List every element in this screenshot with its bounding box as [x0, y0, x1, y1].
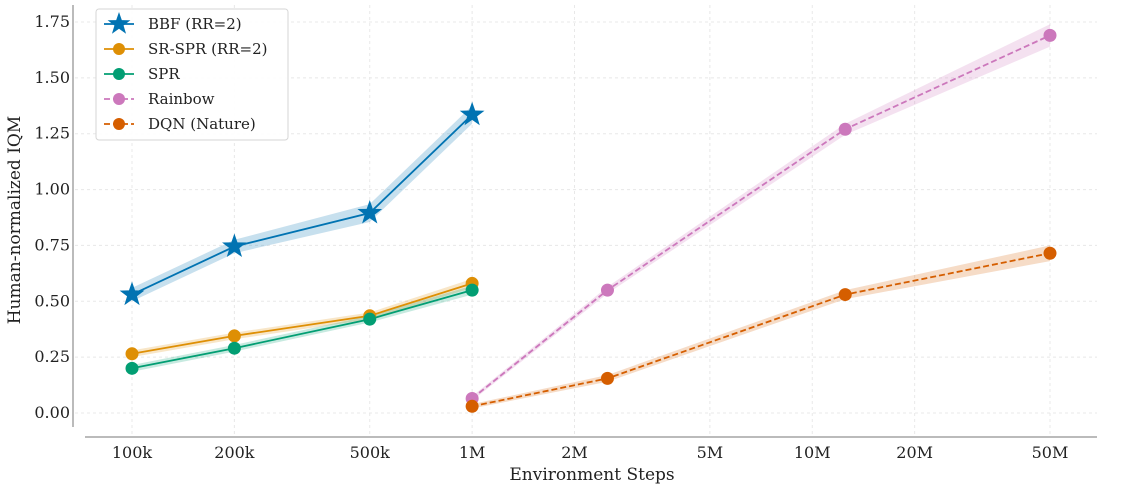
x-tick-label: 100k	[112, 443, 153, 462]
y-tick-label: 0.50	[34, 291, 70, 310]
x-tick-label: 20M	[896, 443, 933, 462]
legend-marker	[107, 12, 131, 34]
y-tick-label: 0.00	[34, 403, 70, 422]
y-tick-label: 1.00	[34, 180, 70, 199]
legend-item: Rainbow	[104, 90, 215, 108]
point-series-4	[838, 288, 852, 302]
legend-marker	[113, 43, 125, 55]
legend-item: BBF (RR=2)	[104, 12, 242, 34]
series-markers	[119, 28, 1057, 413]
point-series-1	[125, 347, 139, 361]
legend-label: Rainbow	[148, 90, 215, 108]
point-series-2	[465, 283, 479, 297]
y-tick-label: 1.75	[34, 12, 70, 31]
line-series-2	[131, 289, 473, 370]
y-tick-label: 1.50	[34, 68, 70, 87]
band-series-4	[472, 245, 1051, 409]
point-series-4	[1043, 246, 1057, 260]
point-series-2	[227, 341, 241, 355]
x-tick-label: 500k	[350, 443, 391, 462]
legend-label: DQN (Nature)	[148, 115, 256, 133]
legend-label: SR-SPR (RR=2)	[148, 40, 267, 58]
legend-label: BBF (RR=2)	[148, 15, 242, 33]
point-series-1	[227, 329, 241, 343]
point-series-0	[119, 281, 145, 306]
point-series-0	[357, 200, 383, 224]
point-series-2	[125, 361, 139, 375]
legend-item: DQN (Nature)	[104, 115, 256, 133]
legend-marker	[113, 118, 125, 130]
legend-item: SR-SPR (RR=2)	[104, 40, 267, 58]
point-series-2	[363, 312, 377, 326]
point-series-3	[600, 283, 614, 297]
x-tick-label: 50M	[1032, 443, 1069, 462]
line-series-3	[471, 34, 1051, 400]
legend-item: SPR	[104, 65, 180, 83]
y-axis-title: Human-normalized IQM	[5, 116, 25, 325]
line-series-0	[131, 114, 473, 296]
legend-marker	[113, 93, 125, 105]
legend-box	[95, 8, 289, 141]
point-series-0	[222, 233, 247, 258]
x-tick-label: 10M	[794, 443, 831, 462]
band-series-2	[132, 285, 473, 372]
legend-label: SPR	[148, 65, 180, 83]
y-tick-label: 1.25	[34, 124, 70, 143]
x-tick-label: 1M	[459, 443, 486, 462]
grid	[75, 5, 1097, 438]
x-tick-label: 200k	[214, 443, 255, 462]
axes: 0.00 0.25 0.50 0.75 1.00 1.25 1.50 1.75 100k 200k…	[5, 5, 1097, 485]
legend: BBF (RR=2) SR-SPR (RR=2) SPR Rainbow DQN (Na…	[95, 8, 289, 141]
band-series-0	[132, 105, 473, 302]
x-tick-label: 5M	[697, 443, 724, 462]
y-tick-label: 0.75	[34, 235, 70, 254]
x-axis-title: Environment Steps	[509, 465, 674, 485]
line-series-4	[471, 252, 1051, 408]
line-series-1	[131, 282, 473, 355]
legend-marker	[113, 68, 125, 80]
x-tick-label: 2M	[561, 443, 588, 462]
point-series-3	[838, 122, 852, 136]
point-series-4	[465, 399, 479, 413]
point-series-4	[600, 371, 614, 385]
point-series-0	[459, 101, 485, 126]
band-series-3	[472, 24, 1051, 401]
band-series-1	[132, 278, 473, 358]
y-tick-label: 0.25	[34, 347, 70, 366]
point-series-3	[1043, 28, 1057, 42]
series-lines	[131, 34, 1051, 408]
